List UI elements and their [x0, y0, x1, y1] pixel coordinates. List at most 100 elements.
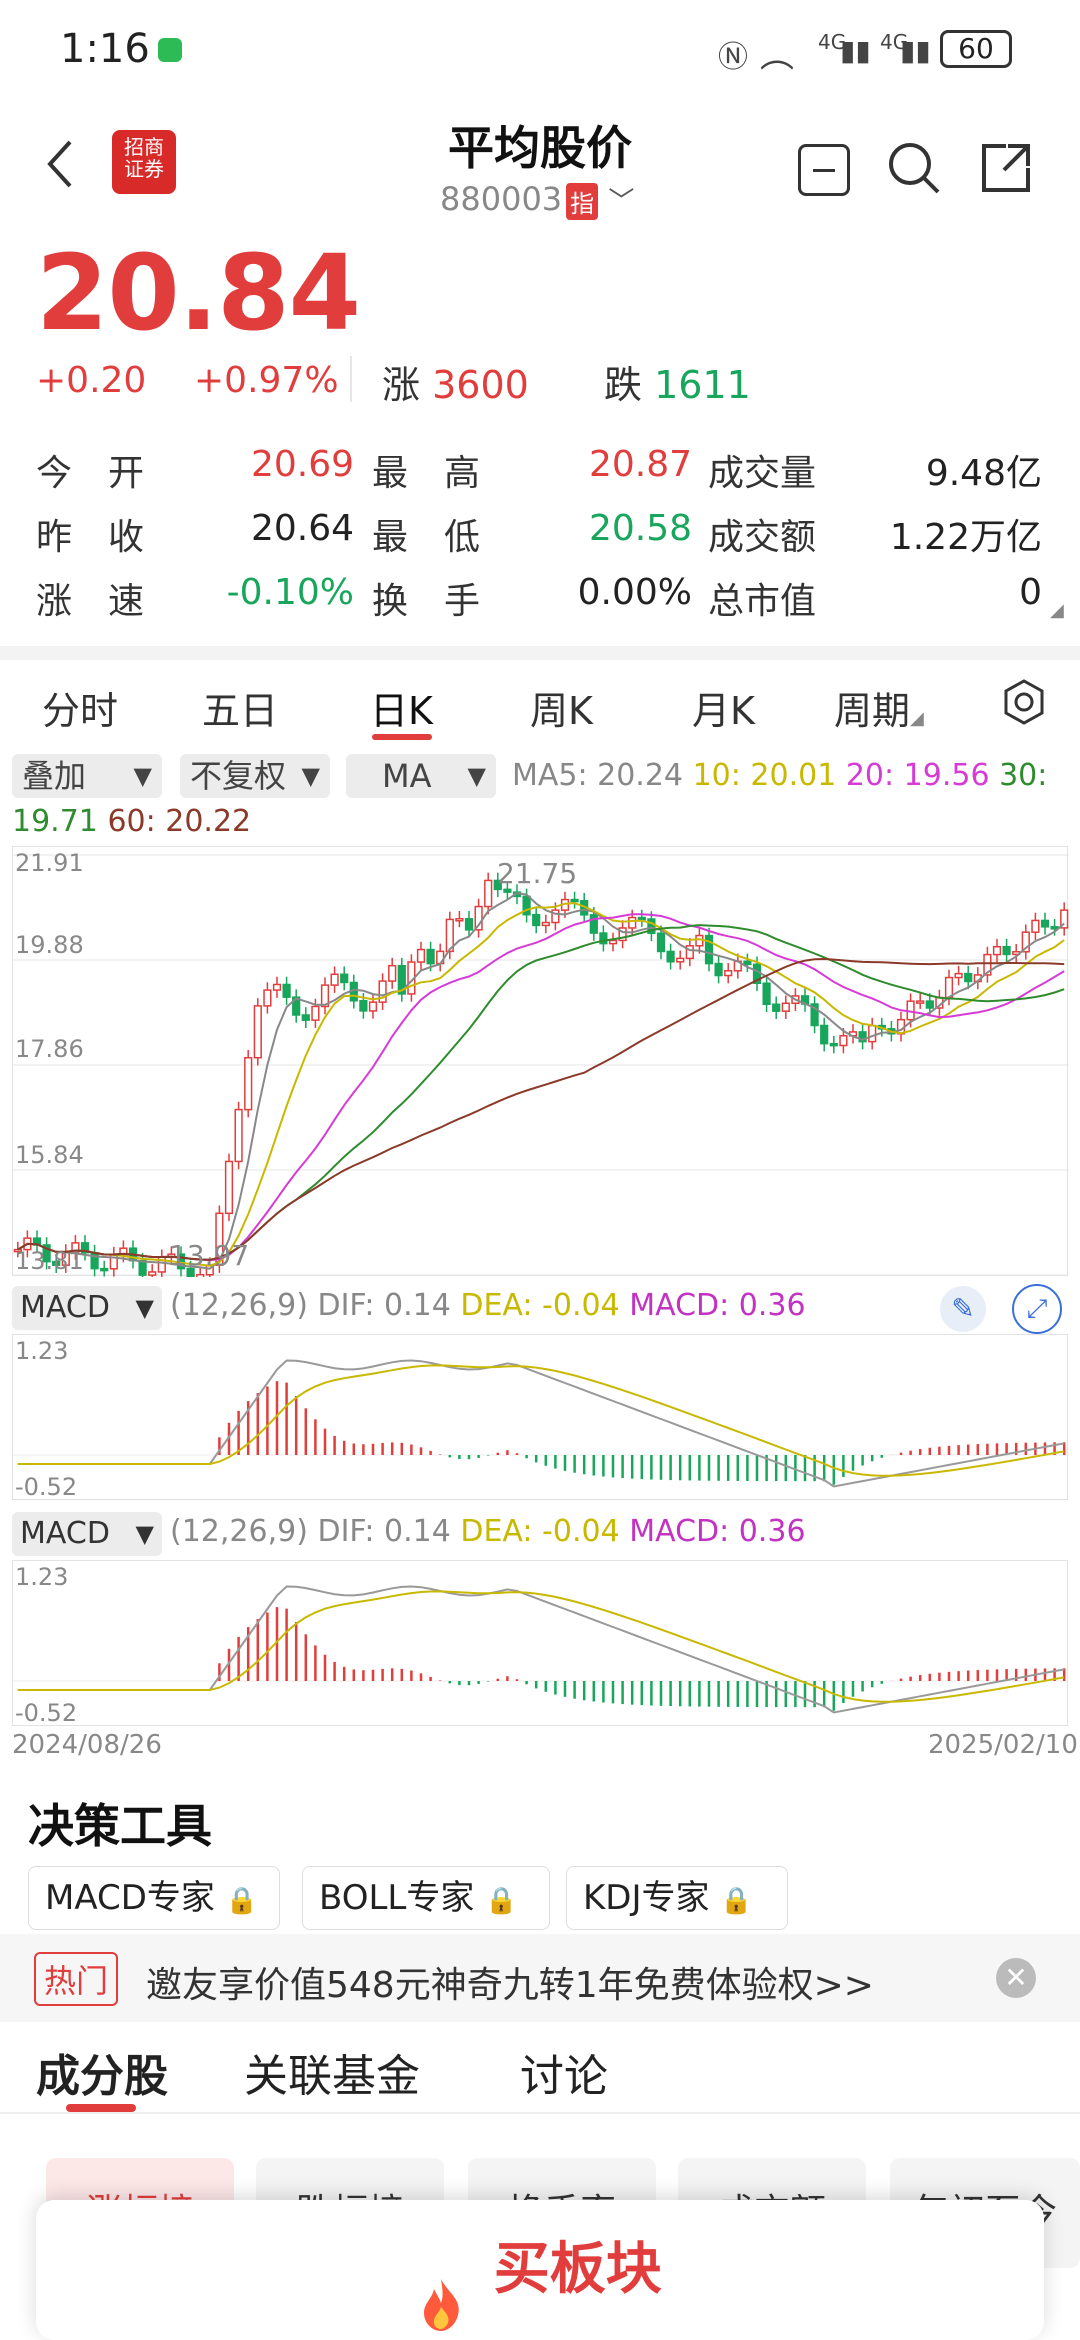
candle-body	[464, 918, 474, 931]
candle-body	[656, 932, 666, 953]
candle-body	[599, 932, 608, 945]
dropdown-arrow-icon: ▼	[467, 762, 486, 790]
candle-body	[272, 983, 282, 991]
fullscreen-button[interactable]: ⤢	[1012, 1284, 1062, 1334]
candle-body	[637, 916, 646, 921]
high-label: 最 高	[372, 453, 481, 494]
tab-period[interactable]: 周期◢	[834, 680, 924, 735]
back-arrow-icon	[47, 140, 72, 188]
tab-monthly-k[interactable]: 月K	[692, 689, 755, 733]
tab-constituents[interactable]: 成分股	[36, 2051, 168, 2102]
overlay-dropdown[interactable]: 叠加 ▼	[12, 754, 162, 798]
candle-body	[503, 888, 512, 893]
candle-body	[916, 1000, 925, 1004]
buy-sector-button[interactable]: 买板块	[36, 2200, 1044, 2340]
net2-label: 4G	[880, 30, 909, 54]
tool-boll-expert[interactable]: BOLL专家 🔒	[302, 1866, 550, 1930]
tool-kdj-label: KDJ专家	[583, 1878, 710, 1918]
candle-body	[493, 879, 502, 891]
macd-value-1: MACD: 0.36	[629, 1288, 806, 1323]
settings-button[interactable]	[1000, 678, 1048, 726]
kline-chart[interactable]: 21.91 19.88 17.86 15.84 13.81 21.75 13.9…	[12, 846, 1069, 1289]
candle-body	[388, 964, 397, 982]
macd-chart-2[interactable]: 1.23 -0.52	[12, 1560, 1069, 1727]
candle-body	[224, 1160, 234, 1215]
broker-logo: 招商 证券	[112, 130, 176, 194]
candle-body	[992, 945, 1002, 956]
candle-body	[714, 962, 723, 977]
candle-body	[983, 953, 992, 976]
close-icon: ✕	[1004, 1961, 1028, 1994]
candle-body	[100, 1267, 109, 1272]
ma10-line	[17, 902, 1065, 1267]
candle-body	[244, 1056, 253, 1111]
candle-body	[676, 957, 685, 963]
candle-body	[839, 1035, 848, 1047]
candle-body	[330, 973, 339, 986]
turnover-value: 0.00%	[577, 572, 692, 613]
candle-body	[263, 989, 272, 1007]
ma-dropdown[interactable]: MA ▼	[346, 754, 496, 798]
kline-grid	[13, 854, 1069, 1276]
chevron-down-icon: ﹀	[608, 187, 635, 217]
promo-banner[interactable]: 热门 邀友享价值548元神奇九转1年免费体验权>> ✕	[0, 1934, 1080, 2022]
tab-related-funds[interactable]: 关联基金	[244, 2051, 420, 2102]
candle-body	[522, 895, 531, 916]
low-label: 最 低	[372, 517, 481, 558]
share-button[interactable]	[978, 140, 1034, 196]
macd-name-1: MACD	[20, 1290, 110, 1325]
candle-body	[80, 1242, 90, 1254]
pencil-icon: ✎	[951, 1292, 975, 1325]
volume-label: 成交量	[708, 453, 817, 494]
expand-corner-icon[interactable]: ◢	[1050, 600, 1064, 621]
ma60-line	[17, 957, 1065, 1261]
candle-body	[474, 905, 483, 931]
tool-kdj-expert[interactable]: KDJ专家 🔒	[566, 1866, 788, 1930]
candle-body	[416, 948, 426, 963]
dropdown-arrow-icon: ▼	[133, 762, 152, 790]
price-change-pct: +0.97%	[194, 360, 339, 401]
dropdown-arrow-icon: ▼	[301, 762, 320, 790]
candle-body	[196, 1273, 205, 1282]
page-title: 平均股价	[448, 121, 632, 175]
adjust-dropdown[interactable]: 不复权 ▼	[180, 754, 330, 798]
search-button[interactable]	[886, 140, 942, 196]
status-bar: 1:16 Ⓝ ︵ 4G ▮▮ 4G ▮▮ 60	[0, 0, 1080, 100]
section-divider	[0, 646, 1080, 660]
macd-dropdown-1[interactable]: MACD ▼	[12, 1286, 162, 1330]
down-label: 跌	[604, 363, 643, 407]
ma60-value: 60: 20.22	[107, 804, 252, 839]
status-time: 1:16	[60, 26, 150, 72]
open-label: 今 开	[36, 453, 145, 494]
candle-body	[608, 939, 618, 945]
tab-weekly-k[interactable]: 周K	[530, 689, 593, 733]
divider	[0, 2112, 1080, 2114]
edit-button[interactable]: ✎	[940, 1286, 986, 1332]
tab-five-day[interactable]: 五日	[202, 689, 279, 733]
tab-intraday[interactable]: 分时	[42, 689, 119, 733]
lock-icon: 🔒	[225, 1886, 259, 1916]
candle-body	[925, 1000, 934, 1009]
y-axis-label-3: 17.86	[15, 1035, 84, 1063]
share-icon	[982, 144, 1030, 192]
back-button[interactable]	[40, 134, 80, 194]
tool-boll-label: BOLL专家	[319, 1878, 475, 1918]
divider	[350, 356, 352, 402]
net1-label: 4G	[818, 30, 847, 54]
last-price: 20.84	[36, 232, 361, 354]
macd-chart-1[interactable]: 1.23 -0.52	[12, 1334, 1069, 1501]
tab-discussion[interactable]: 讨论	[520, 2051, 608, 2102]
index-code[interactable]: 880003 指 ﹀	[440, 180, 634, 220]
tab-period-label: 周期	[834, 689, 911, 733]
candle-body	[426, 948, 435, 965]
macd-line	[17, 1585, 1065, 1714]
up-count: 3600	[432, 363, 529, 407]
macd-dif-2: DIF: 0.14	[317, 1514, 451, 1549]
tool-macd-expert[interactable]: MACD专家 🔒	[28, 1866, 280, 1930]
tab-daily-k[interactable]: 日K	[370, 689, 433, 733]
minus-square-button[interactable]	[798, 144, 850, 196]
macd-dropdown-2[interactable]: MACD ▼	[12, 1512, 162, 1556]
candle-body	[1021, 931, 1030, 953]
close-button[interactable]: ✕	[996, 1958, 1036, 1998]
candle-body	[138, 1259, 147, 1276]
